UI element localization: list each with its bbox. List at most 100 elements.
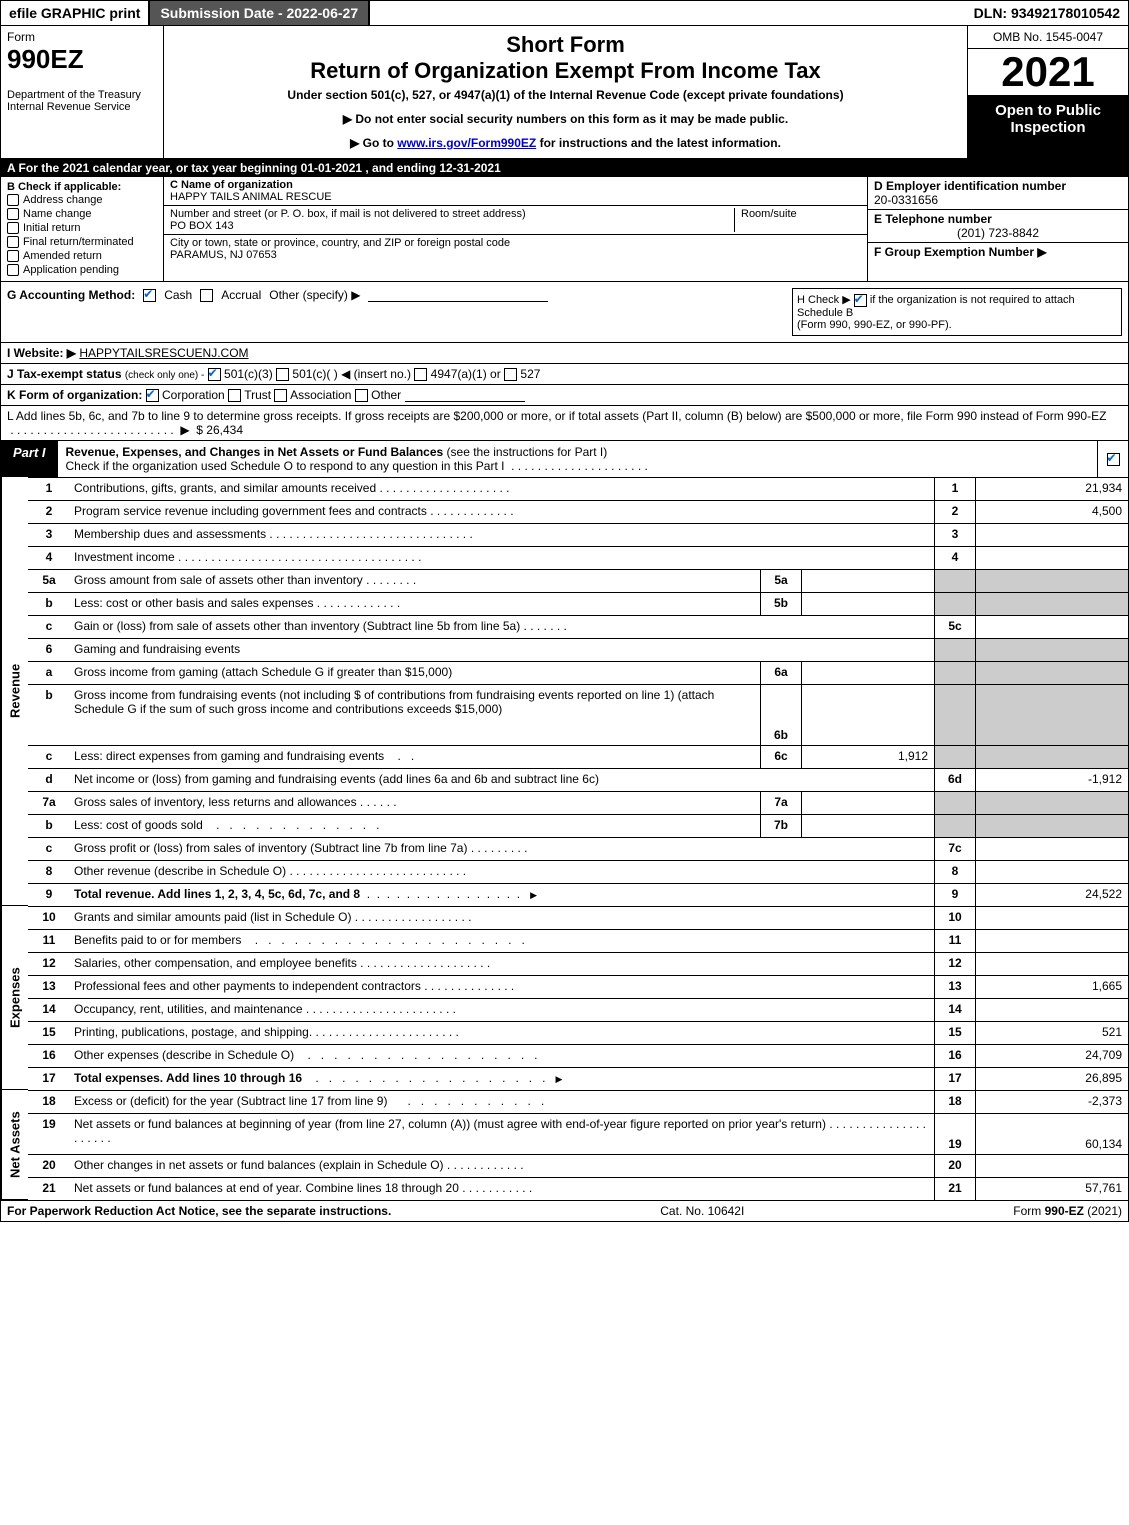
line-ref: 12 [934,953,975,975]
line-text: Contributions, gifts, grants, and simila… [74,481,376,495]
line-7b: b Less: cost of goods sold . . . . . . .… [28,814,1128,837]
k-corp-checkbox[interactable] [146,389,159,402]
j-501c3-checkbox[interactable] [208,368,221,381]
e-label: E Telephone number [874,212,1122,226]
line-desc: Other expenses (describe in Schedule O) … [70,1045,934,1067]
j-527-checkbox[interactable] [504,368,517,381]
line-text: Professional fees and other payments to … [74,979,421,993]
line-value [975,953,1128,975]
line-11: 11 Benefits paid to or for members . . .… [28,929,1128,952]
line-desc: Benefits paid to or for members . . . . … [70,930,934,952]
line-desc: Other revenue (describe in Schedule O) .… [70,861,934,883]
h-checkbox[interactable] [854,294,867,307]
sub-ref: 7b [760,815,801,837]
line-desc: Gross income from gaming (attach Schedul… [70,662,760,684]
j-4947-checkbox[interactable] [414,368,427,381]
footer-left: For Paperwork Reduction Act Notice, see … [7,1204,391,1218]
line-ref-shaded [934,662,975,684]
line-text: Gross profit or (loss) from sales of inv… [74,841,467,855]
k-trust-checkbox[interactable] [228,389,241,402]
row-g-h: H Check ▶ if the organization is not req… [1,281,1128,342]
j-501c-checkbox[interactable] [276,368,289,381]
line-value-shaded [975,792,1128,814]
k-opt3: Other [371,388,401,402]
line-value-shaded [975,815,1128,837]
instruction-ssn: ▶ Do not enter social security numbers o… [174,112,957,126]
line-ref: 8 [934,861,975,883]
line-text: Grants and similar amounts paid (list in… [74,910,351,924]
j-opt1: 501(c)( ) ◀ (insert no.) [292,367,411,381]
ck-name-change[interactable]: Name change [7,207,157,221]
line-text: Gross sales of inventory, less returns a… [74,795,357,809]
line-desc: Occupancy, rent, utilities, and maintena… [70,999,934,1021]
k-assoc-checkbox[interactable] [274,389,287,402]
header-center: Short Form Return of Organization Exempt… [164,26,967,158]
ck-initial-return[interactable]: Initial return [7,221,157,235]
ck-application-pending[interactable]: Application pending [7,263,157,277]
k-other-checkbox[interactable] [355,389,368,402]
line-ref: 11 [934,930,975,952]
g-label: G Accounting Method: [7,288,135,302]
part-i-check-text: Check if the organization used Schedule … [66,459,505,473]
line-desc: Gross sales of inventory, less returns a… [70,792,760,814]
part-i-checkbox[interactable] [1107,453,1120,466]
ck-label: Address change [23,194,103,206]
line-14: 14 Occupancy, rent, utilities, and maint… [28,998,1128,1021]
irs-link[interactable]: www.irs.gov/Form990EZ [397,136,536,150]
line-ref: 21 [934,1178,975,1200]
line-ref: 2 [934,501,975,523]
net-assets-section: Net Assets 18 Excess or (deficit) for th… [1,1090,1128,1200]
phone-value: (201) 723-8842 [874,226,1122,240]
line-6c: c Less: direct expenses from gaming and … [28,745,1128,768]
g-cash-checkbox[interactable] [143,289,156,302]
k-opt2: Association [290,388,351,402]
title-short-form: Short Form [174,32,957,58]
part-i-note: (see the instructions for Part I) [447,445,608,459]
line-value: 1,665 [975,976,1128,998]
j-label: J Tax-exempt status [7,367,122,381]
col-c-org-info: C Name of organization HAPPY TAILS ANIMA… [164,177,867,281]
line-12: 12 Salaries, other compensation, and emp… [28,952,1128,975]
g-other-blank[interactable] [368,289,548,302]
ck-final-return[interactable]: Final return/terminated [7,235,157,249]
sub-value [801,792,934,814]
line-text: Investment income [74,550,175,564]
footer-right-post: (2021) [1084,1204,1122,1218]
line-19: 19 Net assets or fund balances at beginn… [28,1113,1128,1154]
efile-graphic-print: efile GRAPHIC print [1,1,150,25]
k-other-blank[interactable] [405,389,525,402]
line-ref-shaded [934,792,975,814]
line-15: 15 Printing, publications, postage, and … [28,1021,1128,1044]
line-num: b [28,815,70,837]
line-desc: Net assets or fund balances at beginning… [70,1114,934,1154]
sub-value [801,815,934,837]
line-value [975,930,1128,952]
line-num: 15 [28,1022,70,1044]
line-value-shaded [975,746,1128,768]
room-suite-label: Room/suite [734,208,861,232]
c-name-label: C Name of organization [170,179,861,191]
line-value [975,1155,1128,1177]
ck-amended-return[interactable]: Amended return [7,249,157,263]
line-text: Excess or (deficit) for the year (Subtra… [74,1094,387,1108]
line-ref: 14 [934,999,975,1021]
line-num: d [28,769,70,791]
line-5a: 5a Gross amount from sale of assets othe… [28,569,1128,592]
g-other: Other (specify) ▶ [269,288,360,302]
line-ref: 20 [934,1155,975,1177]
line-6d: d Net income or (loss) from gaming and f… [28,768,1128,791]
omb-number: OMB No. 1545-0047 [968,26,1128,49]
checkbox-icon [7,222,19,234]
line-ref: 9 [934,884,975,906]
ck-address-change[interactable]: Address change [7,193,157,207]
g-accrual-checkbox[interactable] [200,289,213,302]
net-assets-sidebar: Net Assets [1,1090,28,1200]
line-ref-shaded [934,639,975,661]
org-city: PARAMUS, NJ 07653 [170,249,861,261]
topbar-spacer [370,1,966,25]
dln: DLN: 93492178010542 [966,1,1128,25]
line-text: Printing, publications, postage, and shi… [74,1025,312,1039]
part-i-title: Revenue, Expenses, and Changes in Net As… [66,445,444,459]
line-value-shaded [975,593,1128,615]
expenses-sidebar: Expenses [1,906,28,1090]
